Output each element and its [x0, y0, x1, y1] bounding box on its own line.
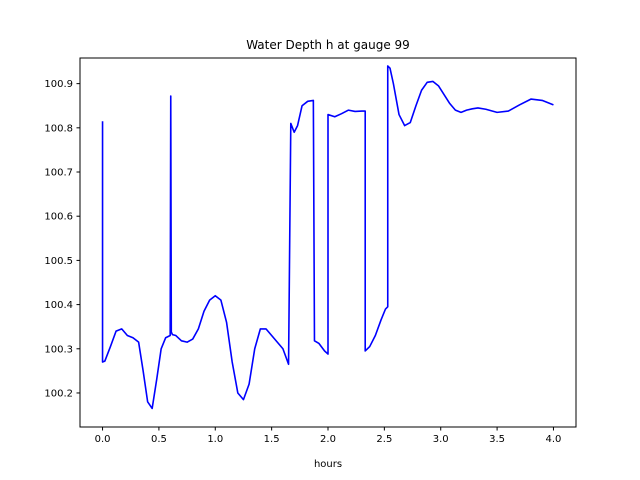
y-tick-label: 100.3 — [44, 344, 73, 355]
x-tick-label: 0.0 — [95, 434, 111, 445]
y-tick-label: 100.6 — [44, 212, 73, 223]
x-axis-title: hours — [314, 459, 342, 470]
x-axis-ticks: 0.0 0.5 1.0 1.5 2.0 2.5 3.0 3.5 4.0 — [95, 427, 562, 445]
x-tick-label: 3.0 — [433, 434, 449, 445]
series-layer — [101, 65, 554, 410]
y-tick-label: 100.8 — [44, 123, 73, 134]
plot-area-frame — [79, 57, 577, 428]
x-tick-label: 2.0 — [320, 434, 336, 445]
x-tick-label: 0.5 — [151, 434, 167, 445]
x-tick-label: 3.5 — [489, 434, 505, 445]
x-tick-label: 2.5 — [376, 434, 392, 445]
y-tick-label: 100.7 — [44, 168, 73, 179]
chart-title: Water Depth h at gauge 99 — [246, 38, 410, 52]
y-tick-label: 100.5 — [44, 256, 73, 267]
y-tick-label: 100.2 — [44, 388, 73, 399]
y-axis-ticks: 100.2 100.3 100.4 100.5 100.6 100.7 100.8 100.9 — [44, 79, 80, 399]
x-tick-label: 4.0 — [546, 434, 562, 445]
y-tick-label: 100.9 — [44, 79, 73, 90]
series-line — [101, 65, 554, 410]
x-tick-label: 1.0 — [207, 434, 223, 445]
y-tick-label: 100.4 — [44, 300, 73, 311]
x-tick-label: 1.5 — [264, 434, 280, 445]
